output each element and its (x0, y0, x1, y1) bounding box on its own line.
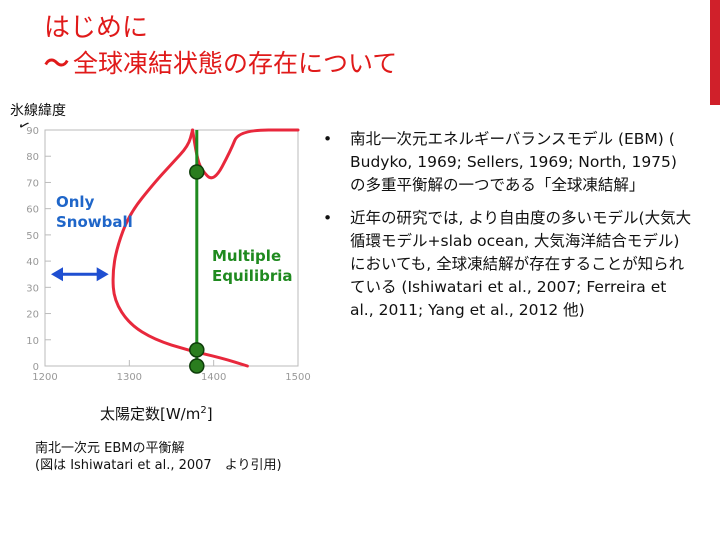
bullet-item-recent-research: 近年の研究では, より自由度の多いモデル(大気大循環モデル+slab ocean… (320, 207, 692, 322)
y-tick-label: 60 (26, 205, 39, 216)
x-tick-label: 1500 (285, 372, 310, 383)
y-tick-label: 90 (26, 126, 39, 137)
x-tick-label: 1200 (32, 372, 57, 383)
y-tick-label: 70 (26, 178, 39, 189)
snowball-arrow-head-left (51, 267, 63, 282)
slide-subtitle: ～全球凍結状態の存在について (44, 48, 397, 80)
y-tick-label: 40 (26, 257, 39, 268)
equilibrium-curve-1 (191, 128, 300, 180)
only-snowball-label-1: Only (56, 193, 95, 211)
multiple-equilibria-label-2: Equilibria (212, 267, 293, 285)
y-tick-label: 30 (26, 283, 39, 294)
y-tick-label: 0 (33, 362, 39, 373)
plot-frame (44, 129, 299, 367)
equilibrium-point (189, 358, 205, 374)
slide-title: はじめに (44, 13, 149, 43)
x-axis-label: 太陽定数[W/m2] (100, 403, 213, 424)
y-tick-label: 50 (26, 231, 39, 242)
y-tick-label: 80 (26, 152, 39, 163)
x-axis-label-sup: 2 (200, 405, 207, 416)
multiple-equilibria-label-1: Multiple (212, 247, 281, 265)
title-tilde: ～ (44, 49, 70, 78)
y-tick-label: 20 (26, 310, 39, 321)
x-tick-label: 1300 (117, 372, 142, 383)
subtitle-text: 全球凍結状態の存在について (73, 49, 398, 78)
x-tick-label: 1400 (201, 372, 226, 383)
only-snowball-label-2: Snowball (56, 213, 133, 231)
bullet-list: 南北一次元エネルギーバランスモデル (EBM) ( Budyko, 1969; … (320, 128, 692, 332)
equilibrium-point (189, 164, 205, 180)
y-axis-label: 氷線緯度 (10, 103, 66, 119)
x-axis-label-text: 太陽定数[W/m (100, 405, 201, 423)
figure-caption-2: (図は Ishiwatari et al., 2007 より引用) (35, 458, 282, 473)
bullet-item-ebm: 南北一次元エネルギーバランスモデル (EBM) ( Budyko, 1969; … (320, 128, 692, 197)
equilibrium-point (189, 342, 205, 358)
x-axis-label-end: ] (206, 405, 213, 423)
equilibrium-chart: 0 10 20 30 40 50 60 70 80 90 1200 1300 1400 1500 Only… (26, 126, 310, 383)
equilibrium-curve-2 (111, 128, 249, 368)
y-tick-label: 10 (26, 336, 39, 347)
snowball-arrow-head-right (96, 267, 109, 282)
accent-bar (710, 0, 720, 105)
figure-caption-1: 南北一次元 EBMの平衡解 (35, 441, 185, 456)
